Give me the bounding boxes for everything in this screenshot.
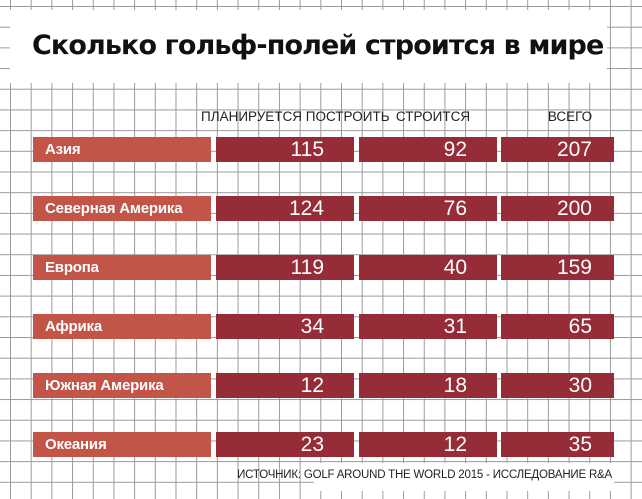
- value-cell: 34: [216, 314, 354, 339]
- value-cell: 35: [501, 432, 614, 457]
- value-cell: 92: [359, 137, 497, 162]
- value-cell: 76: [359, 196, 497, 221]
- region-label: Азия: [33, 137, 211, 162]
- column-header-1: ПЛАНИРУЕТСЯ ПОСТРОИТЬ: [201, 109, 390, 124]
- title-panel: [10, 10, 607, 83]
- source-note: ИСТОЧНИК: GOLF AROUND THE WORLD 2015 - И…: [237, 469, 612, 481]
- value-cell: 12: [359, 432, 497, 457]
- value-cell: 115: [216, 137, 354, 162]
- column-header-2: СТРОИТСЯ: [395, 109, 471, 124]
- region-label: Северная Америка: [33, 196, 211, 221]
- region-label: Африка: [33, 314, 211, 339]
- value-cell: 18: [359, 373, 497, 398]
- value-cell: 40: [359, 255, 497, 280]
- chart-title: Сколько гольф-полей строится в мире: [32, 30, 604, 61]
- source-panel: [314, 463, 614, 491]
- value-cell: 30: [501, 373, 614, 398]
- region-label: Европа: [33, 255, 211, 280]
- value-cell: 124: [216, 196, 354, 221]
- column-header-3: ВСЕГО: [547, 109, 593, 124]
- value-cell: 207: [501, 137, 614, 162]
- value-cell: 119: [216, 255, 354, 280]
- region-label: Океания: [33, 432, 211, 457]
- region-label: Южная Америка: [33, 373, 211, 398]
- value-cell: 200: [501, 196, 614, 221]
- value-cell: 159: [501, 255, 614, 280]
- value-cell: 12: [216, 373, 354, 398]
- value-cell: 65: [501, 314, 614, 339]
- value-cell: 23: [216, 432, 354, 457]
- value-cell: 31: [359, 314, 497, 339]
